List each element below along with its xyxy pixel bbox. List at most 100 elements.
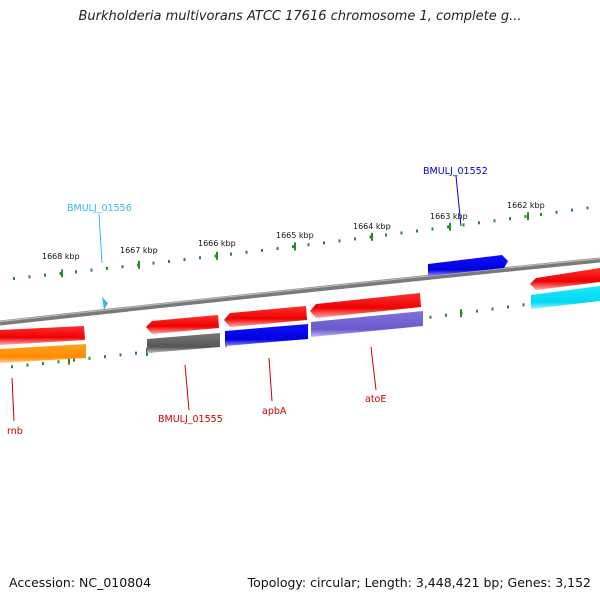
gene-bmulj-01555-red-arrow[interactable]: [146, 315, 219, 334]
gene-apba-red-arrow[interactable]: [224, 306, 307, 327]
gene-bmulj-01556-arrow[interactable]: [102, 297, 108, 310]
gene-atoe-purple-bar[interactable]: [311, 311, 423, 337]
minor-tick: [28, 275, 31, 279]
minor-tick: [121, 265, 124, 269]
minor-tick: [445, 313, 447, 317]
minor-tick: [522, 303, 525, 307]
minor-tick: [75, 270, 77, 274]
minor-tick: [338, 239, 341, 243]
callout-bmulj-01556: [98, 213, 103, 264]
gene-label-bmulj-01556[interactable]: BMULJ_01556: [67, 203, 132, 214]
minor-tick: [152, 261, 155, 265]
topology-label: Topology: circular; Length: 3,448,421 bp…: [247, 575, 591, 590]
minor-tick: [135, 351, 137, 355]
tick-label-1668: 1668 kbp: [42, 252, 80, 261]
minor-tick: [307, 243, 310, 247]
major-tick: [371, 232, 373, 241]
minor-tick: [354, 237, 356, 241]
minor-tick: [493, 219, 496, 223]
major-tick: [527, 212, 529, 221]
gene-label-bmulj-01555[interactable]: BMULJ_01555: [158, 414, 223, 425]
tick-label-1666: 1666 kbp: [198, 239, 236, 248]
minor-tick: [26, 363, 29, 367]
minor-tick: [245, 250, 248, 254]
minor-tick: [292, 245, 294, 249]
minor-tick: [88, 356, 91, 360]
accession-label: Accession: NC_010804: [9, 575, 152, 590]
minor-tick: [13, 277, 15, 281]
gene-right-cyan-bar[interactable]: [531, 286, 600, 309]
gene-atoe-red-arrow[interactable]: [310, 293, 421, 318]
minor-tick: [183, 258, 186, 262]
minor-tick: [385, 233, 387, 237]
minor-tick: [230, 252, 232, 256]
minor-tick: [214, 254, 217, 258]
minor-tick: [59, 272, 62, 276]
callout-bmulj-01555: [184, 364, 190, 411]
minor-tick: [447, 225, 449, 229]
tick-labels: 1668 kbp 1667 kbp 1666 kbp 1665 kbp 1664…: [42, 201, 545, 261]
callout-atoe: [370, 346, 377, 391]
major-tick: [138, 260, 140, 269]
minor-tick: [462, 223, 465, 227]
minor-tick: [507, 305, 509, 309]
chromosome-backbone: [0, 257, 600, 326]
minor-tick: [106, 266, 108, 270]
minor-tick: [400, 231, 403, 235]
minor-tick: [42, 361, 44, 365]
minor-tick: [429, 315, 432, 319]
minor-tick: [431, 227, 434, 231]
major-tick: [68, 356, 70, 365]
major-tick: [216, 251, 218, 260]
minor-tick: [57, 360, 60, 364]
backbone-highlight: [0, 257, 600, 323]
gene-rnb-arrow[interactable]: [0, 326, 85, 345]
minor-tick: [491, 307, 494, 311]
minor-tick: [104, 355, 106, 359]
minor-tick: [323, 241, 325, 245]
minor-tick: [555, 210, 558, 214]
gene-label-rnb[interactable]: rnb: [7, 426, 23, 437]
minor-tick: [476, 309, 478, 313]
callout-bmulj-01552: [455, 175, 462, 227]
minor-tick: [416, 229, 418, 233]
gene-label-apba[interactable]: apbA: [262, 406, 287, 417]
tick-label-1667: 1667 kbp: [120, 246, 158, 255]
gene-right-red-arrow[interactable]: [530, 268, 600, 290]
major-tick: [449, 222, 451, 231]
tick-label-1664: 1664 kbp: [353, 222, 391, 231]
outer-tick-ring: [13, 206, 589, 281]
gene-bmulj-01555-gray-bar[interactable]: [147, 333, 220, 353]
minor-tick: [261, 248, 263, 252]
minor-tick: [11, 365, 13, 369]
gene-rnb-orange-bar[interactable]: [0, 344, 86, 363]
tick-label-1662: 1662 kbp: [507, 201, 545, 210]
minor-tick: [119, 353, 122, 357]
major-tick: [460, 309, 462, 318]
minor-tick: [44, 273, 46, 277]
minor-tick: [73, 358, 75, 362]
callout-apba: [268, 357, 273, 402]
major-tick: [61, 269, 63, 278]
minor-tick: [509, 217, 511, 221]
major-tick: [294, 242, 296, 251]
minor-tick: [199, 256, 201, 260]
gene-bmulj-01552-arrow[interactable]: [428, 255, 508, 276]
minor-tick: [168, 259, 170, 263]
gene-label-atoe[interactable]: atoE: [365, 394, 386, 405]
minor-tick: [540, 212, 542, 216]
minor-tick: [276, 247, 279, 251]
gene-apba-blue-bar[interactable]: [225, 324, 308, 346]
map-title: Burkholderia multivorans ATCC 17616 chro…: [78, 9, 522, 24]
minor-tick: [369, 235, 372, 239]
minor-tick: [586, 206, 589, 210]
tick-label-1663: 1663 kbp: [430, 212, 468, 221]
minor-tick: [524, 215, 527, 219]
minor-tick: [478, 221, 480, 225]
gene-label-bmulj-01552[interactable]: BMULJ_01552: [423, 166, 488, 177]
callout-rnb: [11, 377, 15, 422]
minor-tick: [571, 208, 573, 212]
minor-tick: [90, 268, 93, 272]
tick-label-1665: 1665 kbp: [276, 231, 314, 240]
